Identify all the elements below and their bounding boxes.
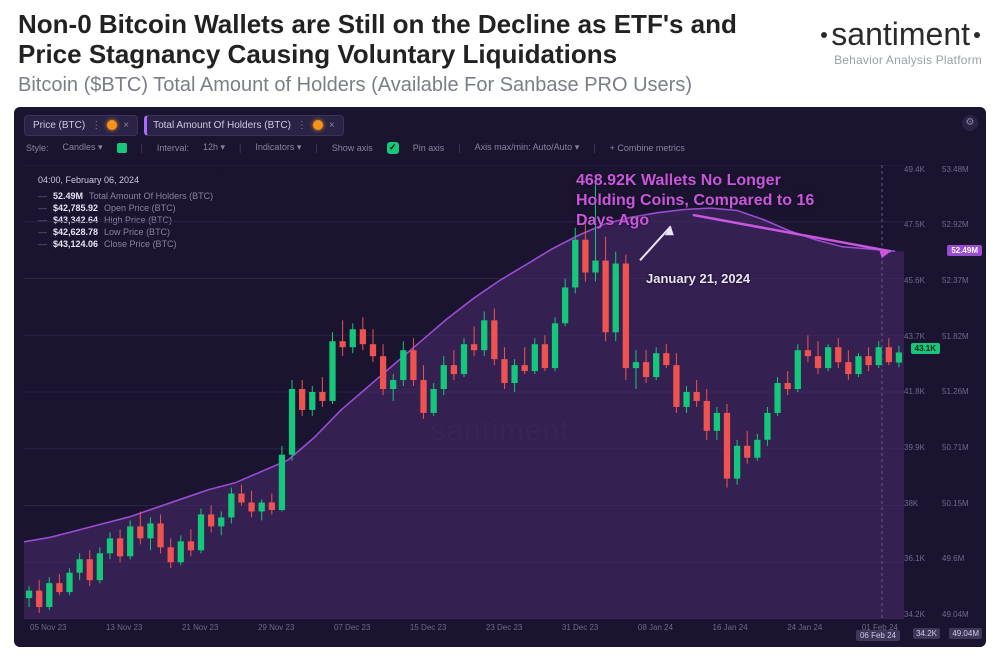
brand-block: santiment Behavior Analysis Platform bbox=[819, 10, 982, 67]
close-icon[interactable]: × bbox=[123, 120, 129, 131]
tab-holders[interactable]: Total Amount Of Holders (BTC) ⋮ × bbox=[144, 115, 344, 136]
y-tick: 45.6K bbox=[904, 276, 940, 285]
y-holders-bottom-badge: 49.04M bbox=[949, 628, 982, 639]
annotation-main: 468.92K Wallets No Longer Holding Coins,… bbox=[576, 171, 836, 231]
annotation-date: January 21, 2024 bbox=[646, 271, 750, 286]
x-tick: 13 Nov 23 bbox=[106, 623, 142, 641]
interval-select[interactable]: 12h ▾ bbox=[203, 142, 225, 153]
y-axis-price: 49.4K 47.5K 45.6K 43.7K 41.8K 39.9K 38K 36.1K 34… bbox=[904, 165, 940, 619]
kebab-icon[interactable]: ⋮ bbox=[91, 120, 101, 131]
chart-panel: Price (BTC) ⋮ × Total Amount Of Holders … bbox=[14, 107, 986, 647]
y-axis-holders: 53.48M 52.92M 52.37M 51.82M 51.26M 50.71M 50.1… bbox=[942, 165, 982, 619]
page-title: Non-0 Bitcoin Wallets are Still on the D… bbox=[18, 10, 738, 70]
header: Non-0 Bitcoin Wallets are Still on the D… bbox=[0, 0, 1000, 99]
x-tick: 23 Dec 23 bbox=[486, 623, 522, 641]
date-cursor-badge: 06 Feb 24 bbox=[856, 630, 900, 641]
y-tick: 49.04M bbox=[942, 610, 982, 619]
show-axis-label: Show axis bbox=[332, 143, 373, 153]
style-color-icon[interactable] bbox=[117, 143, 127, 153]
brand-name-text: santiment bbox=[831, 16, 970, 53]
y-tick: 50.71M bbox=[942, 443, 982, 452]
x-tick: 16 Jan 24 bbox=[713, 623, 748, 641]
y-tick: 49.4K bbox=[904, 165, 940, 174]
y-tick: 52.92M bbox=[942, 220, 982, 229]
price-last-badge: 43.1K bbox=[911, 343, 940, 354]
x-axis: 05 Nov 23 13 Nov 23 21 Nov 23 29 Nov 23 07 D… bbox=[24, 623, 904, 641]
x-tick: 24 Jan 24 bbox=[787, 623, 822, 641]
kebab-icon[interactable]: ⋮ bbox=[297, 120, 307, 131]
y-tick: 34.2K bbox=[904, 610, 940, 619]
y-tick: 47.5K bbox=[904, 220, 940, 229]
y-tick: 36.1K bbox=[904, 554, 940, 563]
x-tick: 05 Nov 23 bbox=[30, 623, 66, 641]
pin-axis-button[interactable]: Pin axis bbox=[413, 143, 445, 153]
combine-metrics-button[interactable]: + Combine metrics bbox=[610, 143, 685, 153]
indicators-select[interactable]: Indicators ▾ bbox=[255, 142, 301, 153]
close-icon[interactable]: × bbox=[329, 120, 335, 131]
x-tick: 08 Jan 24 bbox=[638, 623, 673, 641]
show-axis-checkbox[interactable]: ✓ bbox=[387, 142, 399, 154]
y-tick: 52.37M bbox=[942, 276, 982, 285]
y-tick: 50.15M bbox=[942, 499, 982, 508]
y-tick: 51.82M bbox=[942, 332, 982, 341]
interval-label: Interval: bbox=[157, 143, 189, 153]
brand-dot-icon bbox=[974, 32, 980, 38]
brand-tagline: Behavior Analysis Platform bbox=[819, 53, 982, 67]
x-tick: 15 Dec 23 bbox=[410, 623, 446, 641]
y-tick: 39.9K bbox=[904, 443, 940, 452]
x-tick: 29 Nov 23 bbox=[258, 623, 294, 641]
y-tick: 38K bbox=[904, 499, 940, 508]
y-tick: 53.48M bbox=[942, 165, 982, 174]
plot-area[interactable] bbox=[24, 165, 904, 619]
x-tick: 07 Dec 23 bbox=[334, 623, 370, 641]
holders-last-badge: 52.49M bbox=[947, 245, 982, 256]
x-tick: 21 Nov 23 bbox=[182, 623, 218, 641]
y-tick: 41.8K bbox=[904, 387, 940, 396]
asset-badge-icon bbox=[313, 120, 323, 130]
x-tick: 31 Dec 23 bbox=[562, 623, 598, 641]
y-tick: 51.26M bbox=[942, 387, 982, 396]
axis-minmax-select[interactable]: Axis max/min: Auto/Auto ▾ bbox=[475, 142, 580, 153]
tab-price[interactable]: Price (BTC) ⋮ × bbox=[24, 115, 138, 136]
style-select[interactable]: Candles ▾ bbox=[63, 142, 103, 153]
tab-price-label: Price (BTC) bbox=[33, 120, 85, 131]
y-tick: 49.6M bbox=[942, 554, 982, 563]
chart-toolbar: Style: Candles ▾ | Interval: 12h ▾ | Ind… bbox=[14, 136, 986, 160]
metric-tabs: Price (BTC) ⋮ × Total Amount Of Holders … bbox=[14, 107, 986, 136]
page-subtitle: Bitcoin ($BTC) Total Amount of Holders (… bbox=[18, 74, 738, 97]
y-price-bottom-badge: 34.2K bbox=[913, 628, 940, 639]
style-label: Style: bbox=[26, 143, 49, 153]
tab-holders-label: Total Amount Of Holders (BTC) bbox=[153, 120, 291, 131]
asset-badge-icon bbox=[107, 120, 117, 130]
brand-dot-icon bbox=[821, 32, 827, 38]
settings-gear-icon[interactable]: ⚙ bbox=[962, 115, 978, 131]
y-tick: 43.7K bbox=[904, 332, 940, 341]
brand-logo: santiment bbox=[819, 16, 982, 53]
